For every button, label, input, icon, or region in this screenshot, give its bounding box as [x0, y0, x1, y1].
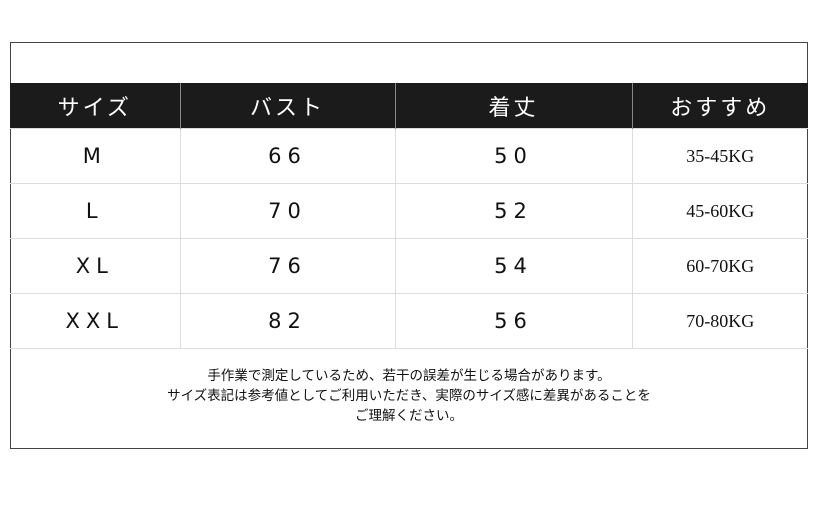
header-recommended: おすすめ	[631, 83, 808, 129]
table-header-row: サイズ バスト 着丈 おすすめ	[10, 83, 808, 129]
cell-length: 52	[394, 183, 633, 239]
table-row: M 66 50 35-45KG	[10, 128, 808, 184]
cell-size: XL	[10, 238, 181, 294]
cell-bust: 70	[179, 183, 396, 239]
cell-length: 50	[394, 128, 633, 184]
cell-weight: 60-70KG	[631, 238, 808, 294]
cell-weight: 35-45KG	[631, 128, 808, 184]
cell-weight: 45-60KG	[631, 183, 808, 239]
size-table: サイズ バスト 着丈 おすすめ M 66 50 35-45KG L 70 52 …	[10, 83, 808, 349]
cell-size: L	[10, 183, 181, 239]
cell-size: M	[10, 128, 181, 184]
header-bust: バスト	[179, 83, 395, 129]
cell-length: 54	[394, 238, 633, 294]
cell-bust: 66	[179, 128, 396, 184]
table-row: XXL 82 56 70-80KG	[10, 293, 808, 349]
table-row: L 70 52 45-60KG	[10, 183, 808, 239]
note-line: ご理解ください。	[355, 408, 463, 424]
cell-bust: 76	[179, 238, 396, 294]
header-size: サイズ	[10, 83, 180, 129]
cell-bust: 82	[179, 293, 396, 349]
cell-length: 56	[394, 293, 633, 349]
note-line: サイズ表記は参考値としてご利用いただき、実際のサイズ感に差異があることを	[167, 388, 651, 404]
measurement-note: 手作業で測定しているため、若干の誤差が生じる場合があります。 サイズ表記は参考値…	[10, 366, 808, 426]
cell-weight: 70-80KG	[631, 293, 808, 349]
note-line: 手作業で測定しているため、若干の誤差が生じる場合があります。	[207, 368, 611, 384]
table-row: XL 76 54 60-70KG	[10, 238, 808, 294]
header-length: 着丈	[394, 83, 632, 129]
cell-size: XXL	[10, 293, 181, 349]
